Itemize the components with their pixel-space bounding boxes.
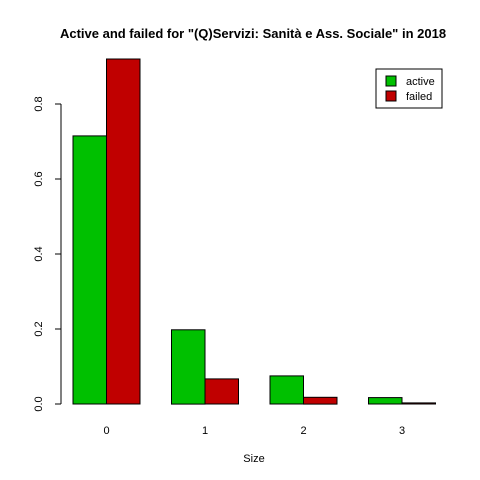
x-tick-label-3: 3 <box>399 425 405 437</box>
y-tick-label-0: 0.0 <box>33 396 45 411</box>
bar-failed-2 <box>303 396 338 405</box>
bar-failed-0 <box>106 58 141 405</box>
x-tick-label-0: 0 <box>103 425 109 437</box>
y-tick-label-4: 0.8 <box>33 96 45 111</box>
x-tick-label-2: 2 <box>300 425 306 437</box>
x-tick-label-1: 1 <box>202 425 208 437</box>
bar-active-3 <box>368 397 403 405</box>
legend: active failed <box>375 68 443 109</box>
bars-group <box>72 58 436 405</box>
bar-failed-3 <box>401 402 436 405</box>
x-axis: 0 1 2 3 <box>103 425 405 437</box>
bar-active-1 <box>171 329 206 405</box>
legend-swatch-active <box>385 75 397 87</box>
legend-swatch-failed <box>385 90 397 102</box>
bar-active-2 <box>269 375 304 405</box>
chart-title: Active and failed for "(Q)Servizi: Sanit… <box>60 26 446 41</box>
legend-label-failed: failed <box>406 91 432 103</box>
bar-active-0 <box>72 135 107 405</box>
y-axis: 0.0 0.2 0.4 0.6 0.8 <box>33 96 62 412</box>
y-tick-label-3: 0.6 <box>33 171 45 186</box>
y-tick-label-1: 0.2 <box>33 321 45 336</box>
y-tick-label-2: 0.4 <box>33 246 45 261</box>
legend-label-active: active <box>406 76 435 88</box>
bar-failed-1 <box>204 378 239 405</box>
x-axis-label: Size <box>243 453 264 465</box>
